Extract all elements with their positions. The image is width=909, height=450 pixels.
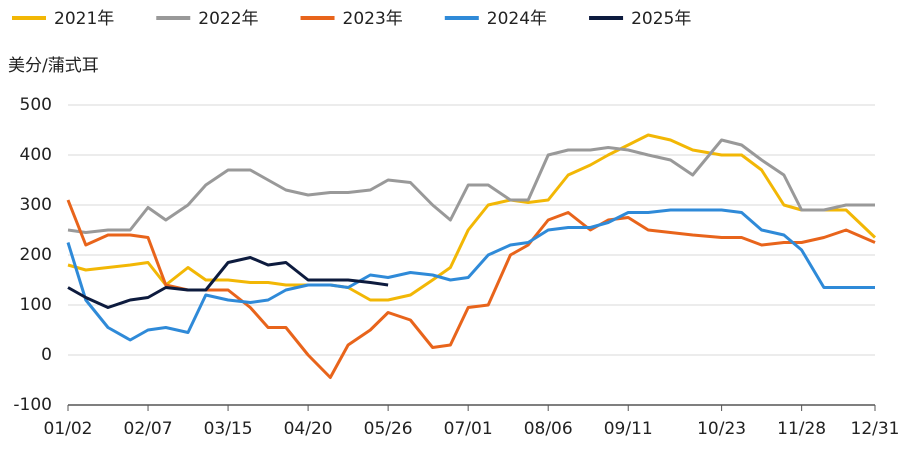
x-tick-label: 10/23	[697, 419, 746, 439]
x-tick-label: 12/31	[851, 419, 900, 439]
y-tick-label: 0	[41, 345, 52, 365]
x-tick-label: 11/28	[777, 419, 826, 439]
y-tick-label: -100	[13, 395, 52, 415]
y-tick-label: 500	[20, 95, 52, 115]
legend-swatch	[12, 16, 46, 20]
y-tick-label: 100	[20, 295, 52, 315]
series-line	[67, 256, 389, 309]
legend-label: 2022年	[198, 9, 258, 29]
legend-swatch	[589, 16, 624, 20]
series-line	[67, 138, 875, 234]
series-line	[67, 133, 877, 302]
legend-swatch	[444, 16, 479, 20]
legend-label: 2021年	[54, 9, 114, 29]
series-line	[66, 208, 875, 342]
y-tick-label: 400	[20, 145, 52, 165]
x-tick-label: 02/07	[124, 419, 173, 439]
x-tick-label: 07/01	[444, 419, 493, 439]
y-tick-label: 300	[20, 195, 52, 215]
x-tick-label: 04/20	[284, 419, 333, 439]
legend-swatch	[156, 16, 191, 20]
legend-label: 2024年	[487, 9, 547, 29]
x-tick-label: 09/11	[604, 419, 653, 439]
legend-swatch	[300, 16, 335, 20]
x-tick-label: 08/06	[524, 419, 573, 439]
x-tick-label: 03/15	[204, 419, 253, 439]
legend-label: 2025年	[631, 9, 691, 29]
x-tick-label: 05/26	[364, 419, 413, 439]
y-tick-label: 200	[20, 245, 52, 265]
x-tick-label: 01/02	[44, 419, 93, 439]
y-axis-label: 美分/蒲式耳	[8, 56, 99, 76]
legend-label: 2023年	[343, 9, 403, 29]
